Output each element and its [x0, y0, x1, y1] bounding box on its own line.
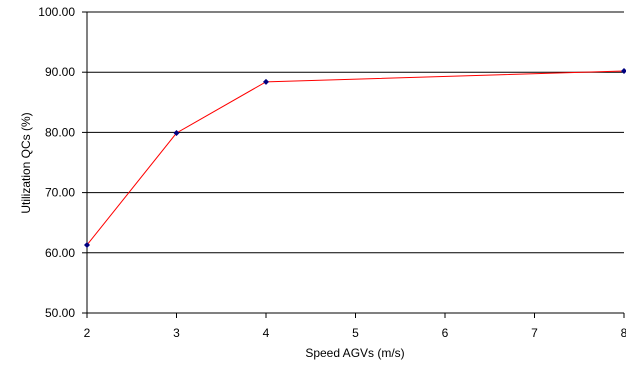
data-point-marker — [173, 130, 180, 137]
axes — [82, 11, 625, 318]
x-tick-label: 4 — [263, 326, 270, 340]
y-axis-title: Utilization QCs (%) — [19, 112, 33, 213]
data-point-marker — [84, 241, 90, 248]
x-tick-label: 3 — [173, 326, 180, 340]
y-tick-label: 90.00 — [45, 65, 75, 79]
x-tick-label: 6 — [442, 326, 449, 340]
y-tick-labels: 50.00 60.00 70.00 80.00 90.00 100.00 — [38, 5, 75, 320]
data-point-marker — [621, 67, 626, 74]
series-line — [86, 70, 625, 246]
y-tick-label: 80.00 — [45, 125, 75, 139]
x-tick-labels: 2 3 4 5 6 7 8 — [84, 326, 626, 340]
x-tick-label: 7 — [531, 326, 538, 340]
data-series — [84, 67, 626, 248]
x-tick-label: 2 — [84, 326, 91, 340]
x-tick-label: 5 — [352, 326, 359, 340]
x-axis-title: Speed AGVs (m/s) — [305, 346, 404, 360]
y-tick-label: 70.00 — [45, 186, 75, 200]
y-tick-label: 60.00 — [45, 246, 75, 260]
data-point-marker — [263, 78, 269, 85]
gridlines — [87, 11, 624, 254]
y-tick-label: 100.00 — [38, 5, 75, 19]
x-tick-label: 8 — [621, 326, 626, 340]
y-tick-label: 50.00 — [45, 306, 75, 320]
